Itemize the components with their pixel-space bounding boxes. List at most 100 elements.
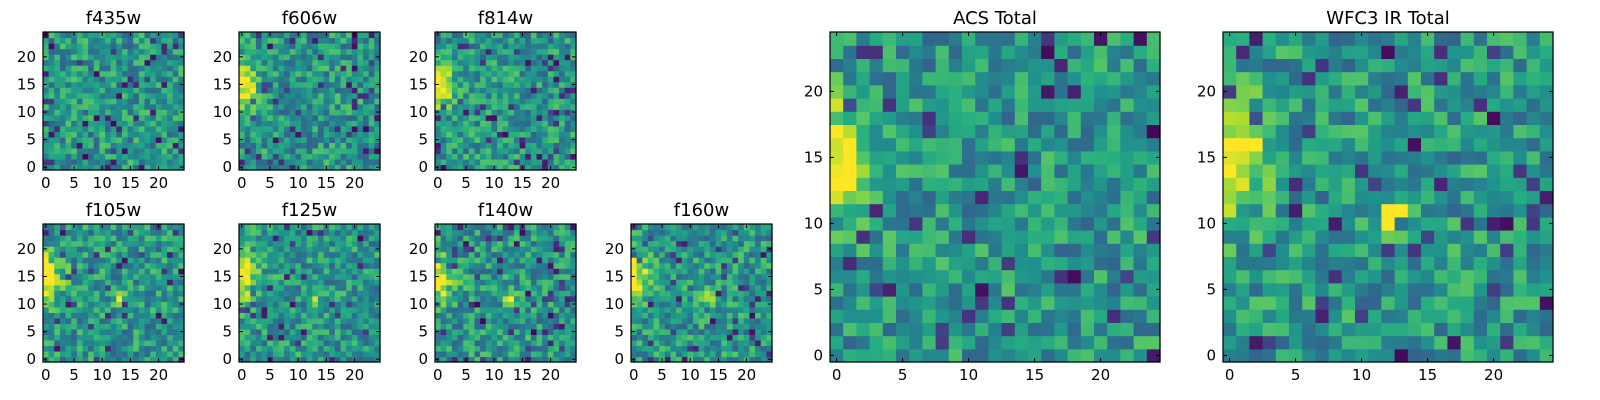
heatmap-cell [71,328,78,335]
heatmap-cell [502,350,509,358]
heatmap-cell [553,328,560,335]
heatmap-cell [255,301,263,308]
heatmap-cell [250,350,257,358]
heatmap-cell [508,295,515,302]
heatmap-cell [553,81,560,88]
heatmap-cell [681,268,688,275]
heatmap-cell [357,109,364,116]
heatmap-cell [664,273,672,280]
heatmap-cell [144,235,151,242]
heatmap-cell [530,125,538,132]
heatmap-cell [261,317,268,324]
heatmap-cell [882,296,897,310]
heatmap-cell [59,164,67,171]
heatmap-cell [306,70,313,77]
heatmap-cell [59,125,67,132]
heatmap-cell [446,164,453,171]
heatmap-cell [525,295,532,302]
heatmap-cell [368,328,375,335]
heatmap-cell [127,339,134,347]
heatmap-cell [440,54,447,61]
heatmap-cell [267,131,274,138]
heatmap-cell [659,240,666,247]
heatmap-cell [167,306,174,313]
heatmap-cell [155,235,163,242]
heatmap-cell [284,339,291,347]
heatmap-cell [647,246,655,253]
x-tick-label: 20 [737,366,756,384]
heatmap-cell [329,92,336,99]
heatmap-cell [127,273,134,280]
heatmap-cell [54,279,61,286]
heatmap-cell [530,109,538,116]
heatmap-cell [664,301,672,308]
heatmap-cell [261,284,268,291]
heatmap-cell [312,279,319,286]
heatmap-cell [480,284,487,291]
heatmap-cell [127,306,134,313]
heatmap-cell [525,43,532,50]
heatmap-cell [127,153,134,160]
heatmap-cell [329,295,336,302]
heatmap-cell [323,120,330,127]
heatmap-cell [99,153,106,160]
heatmap-cell [167,334,174,341]
heatmap-cell [289,87,296,94]
heatmap-cell [127,65,134,72]
heatmap-cell [59,273,67,280]
heatmap-cell [468,328,476,335]
heatmap-cell [497,317,504,324]
heatmap-cell [485,109,492,116]
heatmap-cell [653,229,660,236]
heatmap-cell [138,328,146,335]
heatmap-cell [312,334,319,341]
heatmap-cell [542,345,549,352]
heatmap-cell [882,282,897,297]
heatmap-cell [882,256,897,271]
heatmap-cell [340,120,347,127]
heatmap-cell [519,70,526,77]
heatmap-cell [138,350,146,358]
heatmap-cell [474,345,481,352]
heatmap-cell [105,54,112,61]
heatmap-cell [1041,322,1055,337]
heatmap-cell [760,284,767,291]
heatmap-cell [178,350,185,358]
heatmap-cell [653,345,660,352]
heatmap-cell [659,257,666,264]
heatmap-cell [1094,282,1108,297]
heatmap-cell [59,81,67,88]
heatmap-cell [116,290,123,297]
heatmap-cell [547,153,555,160]
heatmap-cell [463,279,470,286]
heatmap-cell [491,136,498,143]
heatmap-cell [116,273,123,280]
heatmap-cell [250,43,257,50]
heatmap-cell [508,59,515,66]
heatmap-cell [474,339,481,347]
heatmap-cell [564,87,571,94]
heatmap-cell [261,345,268,352]
heatmap-cell [374,334,381,341]
heatmap-cell [93,240,100,247]
heatmap-cell [909,322,923,337]
heatmap-cell [289,37,296,44]
heatmap-cell [440,268,447,275]
heatmap-cell [451,345,459,352]
heatmap-cell [760,290,767,297]
heatmap-cell [306,240,313,247]
heatmap-cell [988,177,1003,191]
heatmap-cell [519,120,526,127]
heatmap-cell [150,125,157,132]
heatmap-cell [749,251,756,258]
heatmap-cell [530,48,538,55]
heatmap-cell [76,59,84,66]
heatmap-cell [306,262,313,269]
heatmap-cell [317,317,325,324]
heatmap-cell [647,290,655,297]
heatmap-cell [726,350,734,358]
heatmap-cell [896,348,910,363]
heatmap-cell [988,150,1003,165]
heatmap-cell [1001,216,1016,231]
heatmap-cell [896,335,910,350]
